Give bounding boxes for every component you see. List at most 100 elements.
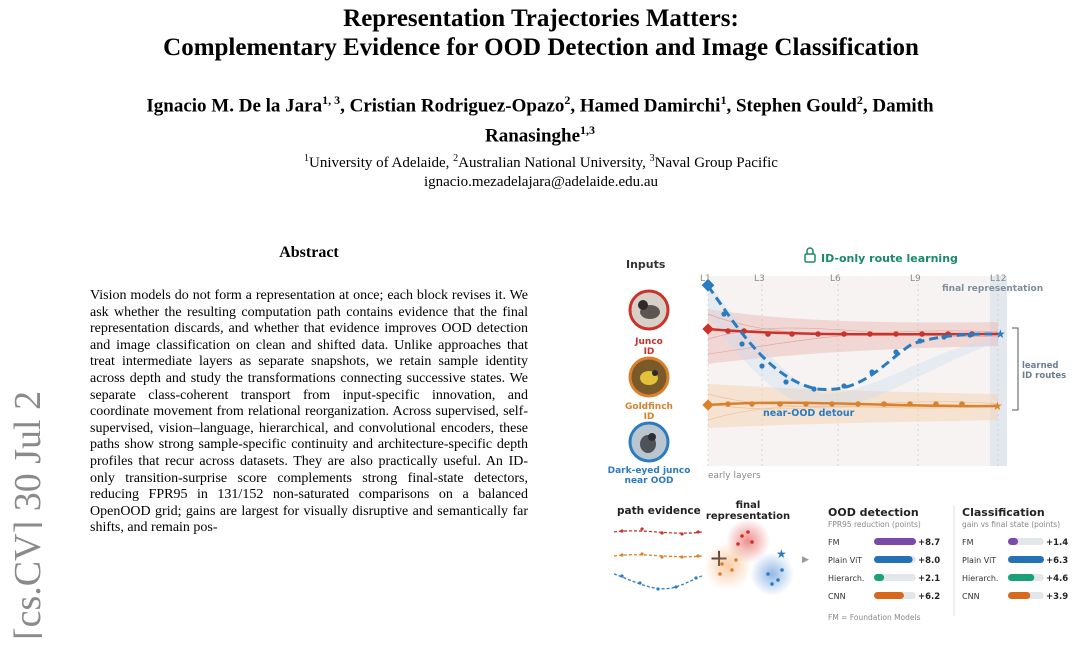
final-representation-title-1: final: [736, 500, 761, 511]
cluster-point: [780, 568, 784, 572]
bar-label: Hierarch.: [962, 574, 998, 583]
affiliations: 1University of Adelaide, 2Australian Nat…: [0, 149, 1082, 192]
goldfinch-point: [829, 401, 835, 407]
author-line-1: Ignacio M. De la Jara1, 3, Cristian Rodr…: [146, 93, 934, 117]
layer-tick-label: L9: [910, 274, 921, 284]
affiliation-name: University of Adelaide: [309, 155, 446, 171]
cluster-point: [720, 562, 724, 566]
input-goldfinch: Goldfinch ID: [625, 356, 673, 422]
goldfinch-tag: ID: [644, 412, 655, 422]
goldfinch-point: [933, 401, 939, 407]
ood-subtitle: FPR95 reduction (points): [828, 520, 921, 529]
layer-tick-label: L3: [754, 274, 765, 284]
near-ood-point: [739, 341, 745, 347]
classification-subtitle: gain vs final state (points): [962, 520, 1060, 529]
junco-point: [765, 331, 771, 337]
author-sup: 1,3: [580, 123, 596, 138]
bar-value: +8.0: [918, 556, 940, 566]
junco-point: [867, 331, 873, 337]
affiliation-name: Naval Group Pacific: [654, 155, 778, 171]
classification-bars: FM +1.4 Plain ViT +6.3 Hierarch. +4.6 CNN +3.9: [962, 538, 1068, 602]
near-ood-point: [941, 334, 947, 340]
layer-tick-label: L1: [700, 274, 711, 284]
input-dark-eyed-junco: Dark-eyed junco near OOD: [608, 421, 690, 486]
author-name: Ignacio M. De la Jara: [146, 95, 323, 117]
bar-label: Hierarch.: [828, 574, 864, 583]
junco-point: [789, 331, 795, 337]
cluster-point: [746, 530, 750, 534]
author-email: ignacio.mezadelajara@adelaide.edu.au: [423, 174, 659, 190]
bar-value: +8.7: [918, 538, 940, 548]
bar-value: +6.3: [1046, 556, 1068, 566]
bar-fill: [1008, 574, 1035, 581]
near-ood-point: [811, 386, 817, 392]
title-line-1: Representation Trajectories Matters:: [343, 5, 739, 32]
junco-point: [815, 331, 821, 337]
classification-panel: Classification gain vs final state (poin…: [962, 506, 1068, 602]
learned-routes-label-2: ID routes: [1022, 371, 1066, 381]
near-ood-point: [917, 338, 923, 344]
near-ood-point: [967, 332, 973, 338]
final-representation-title-2: representation: [706, 511, 790, 522]
junco-point: [919, 331, 925, 337]
arxiv-stamp: [cs.CV] 30 Jul 2026: [2, 390, 42, 647]
mini-route-point: [696, 554, 700, 558]
paper-title: Representation Trajectories Matters: Com…: [0, 4, 1082, 62]
learned-routes-bracket: learned ID routes: [1012, 327, 1066, 411]
lock-icon: [804, 247, 816, 263]
final-layer-band: [990, 276, 1007, 466]
bar-fill: [874, 538, 916, 545]
author-line-2: Ranasinghe1,3: [90, 118, 990, 148]
mini-route-point: [640, 552, 644, 556]
bar-value: +3.9: [1046, 592, 1068, 602]
cluster-point: [740, 534, 744, 538]
layer-tick-label: L12: [990, 274, 1006, 284]
goldfinch-point: [959, 401, 965, 407]
goldfinch-point: [881, 401, 887, 407]
cluster-point: [770, 582, 774, 586]
bar-fill: [1008, 556, 1044, 563]
cluster-point: [766, 572, 770, 576]
bar-fill: [874, 574, 885, 581]
layer-ticks: L1 L3 L6 L9 L12: [700, 274, 1006, 466]
near-ood-point: [869, 369, 875, 375]
goldfinch-point: [803, 401, 809, 407]
author-sup: 1, 3: [322, 93, 341, 107]
bar-fill: [874, 592, 904, 599]
bar-value: +2.1: [918, 574, 940, 584]
junco-tag: ID: [644, 347, 655, 357]
mini-route-point: [656, 587, 660, 591]
input-junco: Junco ID: [628, 289, 670, 357]
fm-footnote: FM = Foundation Models: [828, 613, 921, 622]
mini-route-point: [620, 574, 624, 578]
mini-route-point: [674, 585, 678, 589]
near-ood-point: [893, 349, 899, 355]
author-name: Stephen Gould: [735, 95, 857, 117]
mini-route-point: [680, 532, 684, 536]
affiliation-sup: 1: [304, 153, 310, 164]
ood-detection-panel: OOD detection FPR95 reduction (points) F…: [828, 506, 940, 622]
ood-title: OOD detection: [828, 506, 919, 519]
goldfinch-point: [855, 401, 861, 407]
bar-track: [874, 574, 916, 581]
cluster-point: [730, 568, 734, 572]
near-ood-point: [721, 311, 727, 317]
cluster-point: [776, 578, 780, 582]
bar-label: CNN: [962, 592, 980, 601]
teaser-figure: Inputs ID-only route learning L1 L3 L6 L9 L1…: [592, 244, 1078, 652]
goldfinch-point: [777, 401, 783, 407]
author-name: Cristian Rodriguez-Opazo: [349, 95, 565, 117]
bar-fill: [874, 556, 913, 563]
goldfinch-point: [907, 401, 913, 407]
bar-fill: [1008, 538, 1018, 545]
bar-label: Plain ViT: [962, 556, 996, 565]
junco-point: [841, 331, 847, 337]
cluster-point: [750, 540, 754, 544]
affiliation-name: Australian National University: [458, 155, 643, 171]
goldfinch-point: [725, 401, 731, 407]
junco-point: [893, 331, 899, 337]
bar-value: +1.4: [1046, 538, 1068, 548]
final-star-icon: ★: [995, 327, 1006, 341]
author-name: Hamed Damirchi: [579, 95, 721, 117]
bar-label: FM: [828, 538, 840, 547]
